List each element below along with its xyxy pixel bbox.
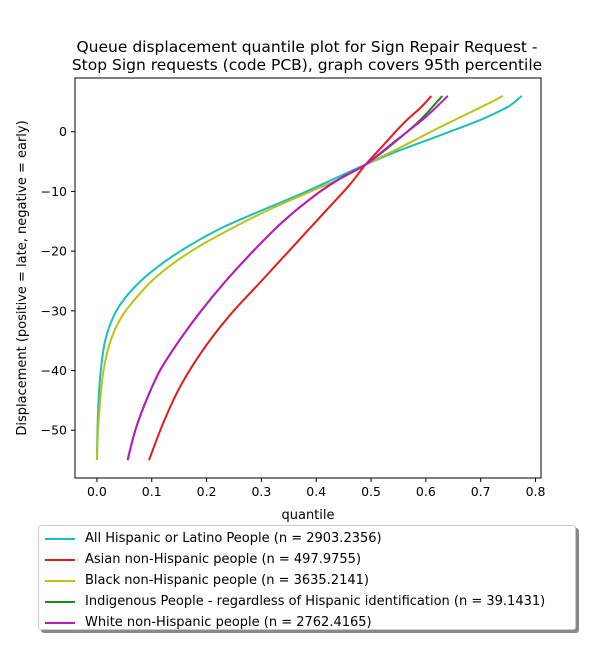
x-tick-label: 0.2	[197, 484, 217, 499]
legend-item-asian: Asian non-Hispanic people (n = 497.9755)	[39, 549, 575, 570]
y-tick-label: −40	[41, 363, 67, 378]
legend-label-indigenous: Indigenous People - regardless of Hispan…	[85, 594, 546, 609]
x-tick-label: 0.5	[361, 484, 381, 499]
chart-title-line-2: Stop Sign requests (code PCB), graph cov…	[72, 56, 542, 74]
y-tick-label: 0	[59, 124, 67, 139]
series-line-1	[148, 95, 433, 461]
legend-item-white: White non-Hispanic people (n = 2762.4165…	[39, 612, 575, 633]
series-line-2	[95, 95, 504, 461]
y-tick-label: −20	[41, 244, 67, 259]
y-axis-ticks: −50 −40 −30 −20 −10 0	[41, 124, 75, 438]
y-tick-label: −10	[41, 184, 67, 199]
x-tick-label: 0.3	[251, 484, 271, 499]
legend-label-black: Black non-Hispanic people (n = 3635.2141…	[85, 573, 369, 588]
legend-swatch-indigenous	[45, 600, 75, 603]
x-axis-ticks: 0.0 0.1 0.2 0.3 0.4 0.5 0.6 0.7 0.8	[87, 478, 546, 499]
legend-swatch-asian	[45, 558, 75, 561]
x-tick-label: 0.0	[87, 484, 107, 499]
legend-item-hispanic: All Hispanic or Latino People (n = 2903.…	[39, 528, 575, 549]
x-tick-label: 0.6	[416, 484, 436, 499]
x-tick-label: 0.7	[471, 484, 491, 499]
legend-swatch-black	[45, 579, 75, 582]
y-axis-label: Displacement (positive = late, negative …	[15, 120, 30, 435]
legend-label-hispanic: All Hispanic or Latino People (n = 2903.…	[85, 531, 382, 546]
plot-area	[95, 95, 523, 461]
x-tick-label: 0.8	[526, 484, 546, 499]
series-line-4	[126, 95, 449, 461]
chart-title-line-1: Queue displacement quantile plot for Sig…	[76, 38, 537, 56]
legend-label-asian: Asian non-Hispanic people (n = 497.9755)	[85, 552, 362, 567]
legend-item-indigenous: Indigenous People - regardless of Hispan…	[39, 591, 575, 612]
chart-legend: All Hispanic or Latino People (n = 2903.…	[38, 525, 576, 630]
x-axis-label: quantile	[281, 508, 334, 523]
legend-swatch-white	[45, 621, 75, 624]
y-tick-label: −30	[41, 303, 67, 318]
legend-swatch-hispanic	[45, 537, 75, 540]
x-tick-label: 0.4	[306, 484, 326, 499]
plot-frame	[74, 77, 542, 479]
x-tick-label: 0.1	[142, 484, 162, 499]
y-tick-label: −50	[41, 423, 67, 438]
legend-item-black: Black non-Hispanic people (n = 3635.2141…	[39, 570, 575, 591]
legend-label-white: White non-Hispanic people (n = 2762.4165…	[85, 615, 372, 630]
series-line-0	[95, 95, 523, 461]
